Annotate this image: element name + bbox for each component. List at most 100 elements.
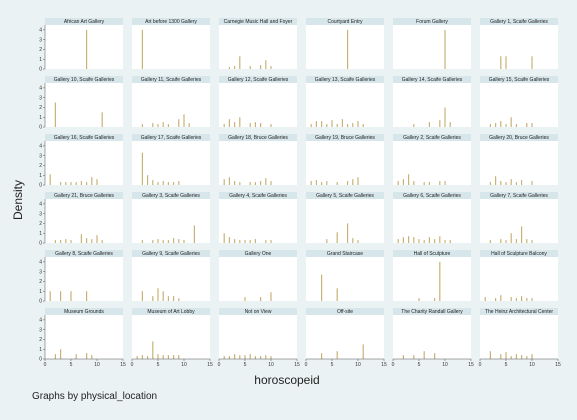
panel-title: Gallery 8, Scaife Galleries [55, 251, 113, 257]
histogram-bar [152, 123, 154, 127]
panel-title-bar [219, 250, 297, 257]
histogram-bar [526, 298, 528, 301]
panel: Gallery 19, Bruce Galleries [306, 134, 384, 185]
histogram-bar [70, 291, 72, 301]
histogram-bar [489, 240, 491, 243]
y-tick-label: 2 [39, 279, 42, 285]
histogram-bar [91, 239, 93, 243]
histogram-bar [239, 355, 241, 359]
y-tick-label: 0 [39, 183, 42, 189]
histogram-bar [178, 355, 180, 359]
x-tick-label: 0 [392, 362, 395, 368]
histogram-bar [254, 239, 256, 243]
histogram-bar [270, 292, 272, 301]
panel: Gallery 6, Scaife Galleries [393, 192, 471, 243]
histogram-bar [321, 274, 323, 301]
y-tick-label: 4 [39, 259, 42, 265]
y-tick-label: 0 [39, 241, 42, 247]
panel-title: Gallery 11, Scaife Galleries [141, 77, 202, 83]
histogram-bar [228, 67, 230, 69]
histogram-bar [75, 182, 77, 185]
histogram-bar [521, 180, 523, 185]
panel-plot-area [393, 25, 471, 69]
histogram-bar [141, 240, 143, 243]
histogram-bar [167, 296, 169, 301]
panel: Off-site 0 5 10 15 [305, 308, 387, 368]
histogram-bar [54, 354, 56, 359]
histogram-bar [54, 102, 56, 127]
panel-title-bar [45, 192, 123, 199]
panel-title-bar [480, 18, 558, 25]
histogram-bar [65, 182, 67, 185]
histogram-bar [147, 356, 149, 359]
panel: Gallery 8, Scaife Galleries 0 1 2 3 4 [39, 250, 123, 305]
histogram-bar [234, 122, 236, 127]
histogram-bar [157, 354, 159, 359]
histogram-bar [357, 177, 359, 185]
histogram-bar [439, 261, 441, 301]
panel-title-bar [45, 134, 123, 141]
histogram-bar [362, 124, 364, 127]
histogram-bar [80, 181, 82, 185]
histogram-bar [531, 354, 533, 359]
histogram-bar [228, 177, 230, 185]
histogram-bar [228, 237, 230, 243]
histogram-bar [173, 355, 175, 359]
y-tick-label: 3 [39, 269, 42, 275]
panel-title: Not on View [245, 309, 272, 315]
panel-title-bar [45, 308, 123, 315]
x-tick-label: 15 [381, 362, 387, 368]
panel-title-bar [393, 134, 471, 141]
panel: Gallery 18, Bruce Galleries [219, 134, 297, 185]
panel-title: Gallery 21, Bruce Galleries [54, 193, 114, 199]
histogram-bar [413, 355, 415, 359]
panel-title: Gallery 1, Scaife Galleries [490, 19, 548, 25]
histogram-bar [167, 124, 169, 127]
histogram-bar [157, 288, 159, 301]
y-tick-label: 0 [39, 299, 42, 305]
histogram-bar [408, 236, 410, 243]
histogram-bar [162, 122, 164, 127]
histogram-bar [60, 182, 62, 185]
panel-title: Hall of Sculpture Balcony [491, 251, 547, 257]
x-tick-label: 0 [218, 362, 221, 368]
panel: Gallery 14, Scaife Galleries [393, 76, 471, 127]
histogram-bar [239, 240, 241, 243]
panel-title-bar [219, 134, 297, 141]
panel-plot-area [306, 83, 384, 127]
histogram-bar [413, 181, 415, 185]
panel: Carnegie Music Hall and Foyer [219, 18, 297, 69]
panel-plot-area [132, 83, 210, 127]
panel-title-bar [45, 250, 123, 257]
y-tick-label: 4 [39, 317, 42, 323]
y-tick-label: 4 [39, 201, 42, 207]
panel-plot-area [45, 257, 123, 301]
panel-title-bar [132, 250, 210, 257]
panel-plot-area [45, 83, 123, 127]
panel-title: The Charity Randall Gallery [401, 309, 463, 315]
histogram-bar [86, 353, 88, 359]
histogram-bar [260, 181, 262, 185]
histogram-bar [234, 354, 236, 359]
panel-title: Gallery 9, Scaife Galleries [142, 251, 200, 257]
panel-title-bar [132, 76, 210, 83]
histogram-bar [444, 181, 446, 185]
panel: Museum Grounds 0 1 2 3 4 0 5 10 15 [39, 308, 126, 368]
panel-title: Grand Staircase [327, 251, 363, 257]
histogram-bar [439, 120, 441, 127]
panel-title: African Art Gallery [64, 19, 105, 25]
panel-plot-area [306, 257, 384, 301]
histogram-bar [260, 65, 262, 69]
histogram-bar [505, 352, 507, 359]
histogram-bar [352, 179, 354, 185]
histogram-bar [531, 240, 533, 243]
histogram-bar [326, 124, 328, 127]
panel-plot-area [45, 199, 123, 243]
histogram-bar [495, 298, 497, 301]
panel-title-bar [306, 250, 384, 257]
histogram-bar [249, 240, 251, 243]
x-tick-label: 0 [44, 362, 47, 368]
x-tick-label: 5 [70, 362, 73, 368]
x-tick-label: 10 [442, 362, 448, 368]
panel: Gallery 20, Bruce Galleries [480, 134, 558, 185]
